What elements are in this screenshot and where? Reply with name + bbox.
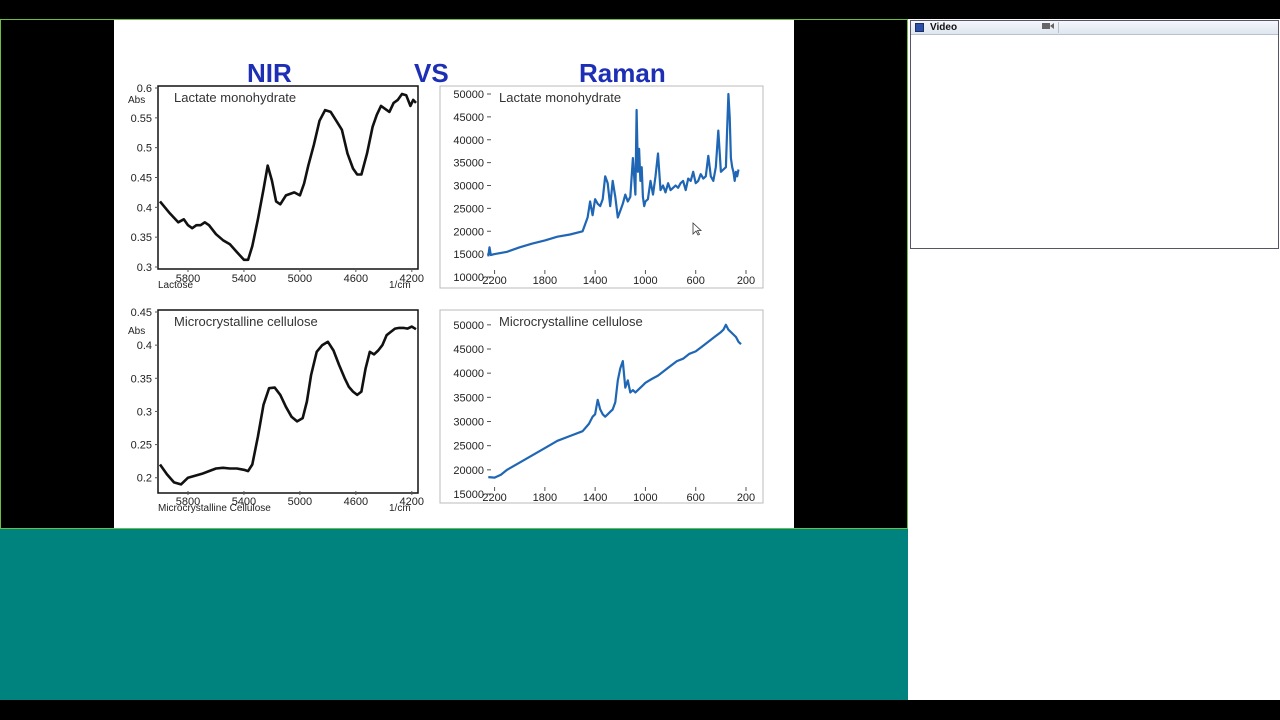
mouse-cursor-icon bbox=[692, 221, 703, 240]
x-tick-label: 4600 bbox=[344, 273, 368, 285]
spectrum-line bbox=[488, 323, 742, 479]
x-tick-label: 200 bbox=[737, 275, 755, 287]
nir-top-x-label: Lactose bbox=[158, 280, 193, 291]
x-tick-label: 1800 bbox=[533, 275, 557, 287]
heading-nir: NIR bbox=[247, 58, 292, 88]
x-tick-label: 4200 bbox=[400, 496, 424, 508]
x-tick-label: 1000 bbox=[633, 275, 657, 287]
y-tick-label: 15000 bbox=[453, 489, 484, 501]
x-tick-label: 4200 bbox=[400, 273, 424, 285]
x-tick-label: 5400 bbox=[232, 496, 256, 508]
y-tick-label: 35000 bbox=[453, 158, 484, 170]
nir-bottom-title: Microcrystalline cellulose bbox=[174, 314, 318, 329]
nir-bottom-x-label: Microcrystalline Cellulose bbox=[158, 503, 271, 514]
nir-top-y-unit: Abs bbox=[128, 95, 145, 106]
x-tick-label: 5800 bbox=[176, 496, 200, 508]
nir-top-x-unit: 1/cm bbox=[389, 280, 411, 291]
raman-bottom-title: Microcrystalline cellulose bbox=[499, 314, 643, 329]
raman-top-title: Lactate monohydrate bbox=[499, 90, 621, 105]
y-tick-label: 0.25 bbox=[131, 440, 152, 452]
video-pod-titlebar[interactable]: Video bbox=[911, 21, 1278, 35]
video-pod-title: Video bbox=[930, 22, 958, 33]
y-tick-label: 0.2 bbox=[137, 473, 152, 485]
raman-bottom-chart: Microcrystalline cellulose 15000 20000 250… bbox=[439, 309, 764, 504]
y-tick-label: 0.4 bbox=[137, 340, 152, 352]
y-tick-label: 15000 bbox=[453, 249, 484, 261]
bottom-black-bar bbox=[0, 700, 1280, 720]
y-tick-label: 10000 bbox=[453, 272, 484, 284]
y-tick-label: 25000 bbox=[453, 203, 484, 215]
raman-top-chart: Lactate monohydrate 10000 15000 20000 25000… bbox=[439, 85, 764, 289]
y-tick-label: 0.45 bbox=[131, 173, 152, 185]
nir-top-chart: Lactate monohydrate Abs Lactose 1/cm 0.3… bbox=[128, 83, 424, 291]
y-tick-label: 20000 bbox=[453, 465, 484, 477]
raman-bottom-frame bbox=[439, 309, 764, 504]
y-tick-label: 25000 bbox=[453, 441, 484, 453]
x-tick-label: 5800 bbox=[176, 273, 200, 285]
y-tick-label: 0.4 bbox=[137, 202, 152, 214]
teal-background-area bbox=[0, 529, 908, 700]
y-tick-label: 50000 bbox=[453, 89, 484, 101]
nir-bottom-chart: Microcrystalline cellulose Abs Microcrys… bbox=[128, 307, 424, 514]
y-tick-label: 0.55 bbox=[131, 113, 152, 125]
raman-top-frame bbox=[439, 85, 764, 289]
camera-icon[interactable] bbox=[1042, 22, 1054, 33]
pod-menu-icon[interactable] bbox=[915, 23, 924, 32]
x-tick-label: 1800 bbox=[533, 492, 557, 504]
x-tick-label: 1400 bbox=[583, 492, 607, 504]
spectra-charts: Lactate monohydrate Abs Lactose 1/cm 0.3… bbox=[128, 83, 764, 514]
x-tick-label: 5400 bbox=[232, 273, 256, 285]
y-tick-label: 0.5 bbox=[137, 143, 152, 155]
x-tick-label: 5000 bbox=[288, 273, 312, 285]
x-tick-label: 200 bbox=[737, 492, 755, 504]
y-tick-label: 20000 bbox=[453, 226, 484, 238]
titlebar-separator bbox=[1058, 22, 1278, 33]
y-tick-label: 0.3 bbox=[137, 406, 152, 418]
y-tick-label: 0.3 bbox=[137, 262, 152, 274]
y-tick-label: 0.35 bbox=[131, 232, 152, 244]
x-tick-label: 5000 bbox=[288, 496, 312, 508]
y-tick-label: 50000 bbox=[453, 320, 484, 332]
top-black-bar bbox=[0, 0, 1280, 19]
y-tick-label: 35000 bbox=[453, 392, 484, 404]
heading-vs: VS bbox=[414, 58, 449, 88]
x-tick-label: 4600 bbox=[344, 496, 368, 508]
y-tick-label: 30000 bbox=[453, 181, 484, 193]
nir-bottom-x-unit: 1/cm bbox=[389, 503, 411, 514]
x-tick-label: 1000 bbox=[633, 492, 657, 504]
y-tick-label: 30000 bbox=[453, 417, 484, 429]
y-tick-label: 0.6 bbox=[137, 83, 152, 95]
x-tick-label: 2200 bbox=[482, 275, 506, 287]
nir-bottom-y-unit: Abs bbox=[128, 326, 145, 337]
x-tick-label: 1400 bbox=[583, 275, 607, 287]
video-pod[interactable]: Video bbox=[910, 20, 1279, 249]
y-tick-label: 0.45 bbox=[131, 307, 152, 319]
y-tick-label: 45000 bbox=[453, 344, 484, 356]
spectrum-line bbox=[158, 92, 417, 262]
presentation-slide: NIR VS Raman Lactate monohydrate Abs Lac… bbox=[114, 20, 794, 528]
nir-top-frame bbox=[157, 85, 419, 270]
x-tick-label: 2200 bbox=[482, 492, 506, 504]
spectrum-line bbox=[158, 325, 417, 486]
y-tick-label: 45000 bbox=[453, 112, 484, 124]
y-tick-label: 40000 bbox=[453, 135, 484, 147]
x-tick-label: 600 bbox=[687, 492, 705, 504]
y-tick-label: 40000 bbox=[453, 368, 484, 380]
nir-top-title: Lactate monohydrate bbox=[174, 90, 296, 105]
x-tick-label: 600 bbox=[687, 275, 705, 287]
y-tick-label: 0.35 bbox=[131, 373, 152, 385]
nir-bottom-frame bbox=[157, 309, 419, 494]
heading-raman: Raman bbox=[579, 58, 666, 88]
spectrum-line bbox=[487, 92, 740, 257]
